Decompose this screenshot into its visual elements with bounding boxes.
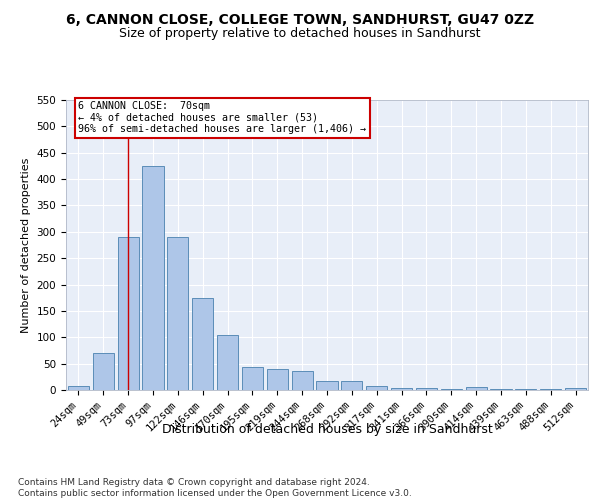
Bar bbox=[316, 380, 338, 390]
Bar bbox=[217, 334, 238, 390]
Bar bbox=[192, 298, 213, 390]
Y-axis label: Number of detached properties: Number of detached properties bbox=[21, 158, 31, 332]
Bar bbox=[466, 388, 487, 390]
Bar bbox=[366, 386, 387, 390]
Bar bbox=[118, 237, 139, 390]
Text: Distribution of detached houses by size in Sandhurst: Distribution of detached houses by size … bbox=[161, 422, 493, 436]
Text: Contains HM Land Registry data © Crown copyright and database right 2024.
Contai: Contains HM Land Registry data © Crown c… bbox=[18, 478, 412, 498]
Bar bbox=[565, 388, 586, 390]
Text: 6, CANNON CLOSE, COLLEGE TOWN, SANDHURST, GU47 0ZZ: 6, CANNON CLOSE, COLLEGE TOWN, SANDHURST… bbox=[66, 12, 534, 26]
Bar bbox=[242, 368, 263, 390]
Bar bbox=[341, 381, 362, 390]
Text: 6 CANNON CLOSE:  70sqm
← 4% of detached houses are smaller (53)
96% of semi-deta: 6 CANNON CLOSE: 70sqm ← 4% of detached h… bbox=[79, 101, 367, 134]
Bar bbox=[391, 388, 412, 390]
Bar bbox=[416, 388, 437, 390]
Text: Size of property relative to detached houses in Sandhurst: Size of property relative to detached ho… bbox=[119, 28, 481, 40]
Bar bbox=[142, 166, 164, 390]
Bar bbox=[167, 237, 188, 390]
Bar bbox=[267, 369, 288, 390]
Bar bbox=[292, 371, 313, 390]
Bar bbox=[68, 386, 89, 390]
Bar bbox=[93, 353, 114, 390]
